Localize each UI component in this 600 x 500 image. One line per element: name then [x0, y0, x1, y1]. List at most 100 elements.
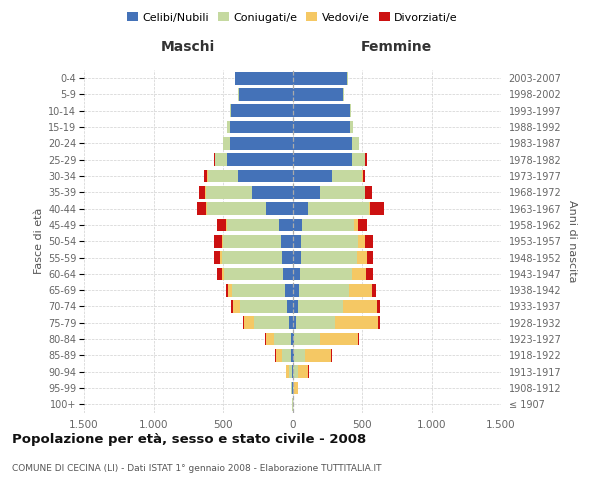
Bar	[235, 72, 293, 85]
Text: Femmine: Femmine	[361, 40, 433, 54]
Bar	[214, 251, 220, 264]
Bar	[230, 137, 293, 150]
Bar	[217, 218, 226, 232]
Bar	[378, 316, 380, 329]
Bar	[286, 366, 289, 378]
Bar	[293, 235, 301, 248]
Bar	[350, 120, 353, 134]
Legend: Celibi/Nubili, Coniugati/e, Vedovi/e, Divorziati/e: Celibi/Nubili, Coniugati/e, Vedovi/e, Di…	[122, 8, 462, 27]
Bar	[227, 120, 230, 134]
Bar	[299, 284, 349, 296]
Bar	[293, 154, 352, 166]
Bar	[217, 268, 222, 280]
Bar	[358, 218, 367, 232]
Bar	[301, 235, 358, 248]
Bar	[207, 202, 266, 215]
Bar	[292, 349, 293, 362]
Bar	[224, 268, 283, 280]
Bar	[266, 332, 274, 345]
Bar	[206, 186, 252, 198]
Bar	[289, 366, 292, 378]
Bar	[239, 88, 293, 101]
Bar	[293, 332, 294, 345]
Bar	[298, 366, 308, 378]
Bar	[300, 268, 352, 280]
Bar	[214, 235, 222, 248]
Bar	[293, 104, 350, 117]
Bar	[239, 300, 287, 313]
Bar	[365, 235, 373, 248]
Bar	[231, 300, 233, 313]
Bar	[230, 120, 293, 134]
Bar	[228, 284, 232, 296]
Bar	[293, 349, 294, 362]
Y-axis label: Anni di nascita: Anni di nascita	[567, 200, 577, 282]
Bar	[349, 284, 372, 296]
Bar	[362, 170, 365, 182]
Bar	[285, 284, 293, 296]
Bar	[223, 235, 281, 248]
Bar	[366, 268, 373, 280]
Bar	[226, 284, 228, 296]
Bar	[215, 154, 227, 166]
Bar	[308, 202, 369, 215]
Bar	[227, 218, 279, 232]
Bar	[226, 218, 227, 232]
Bar	[293, 137, 352, 150]
Bar	[274, 332, 291, 345]
Bar	[238, 170, 293, 182]
Bar	[287, 300, 293, 313]
Bar	[350, 104, 351, 117]
Bar	[265, 332, 266, 345]
Bar	[254, 316, 289, 329]
Bar	[293, 268, 300, 280]
Bar	[301, 251, 357, 264]
Bar	[293, 251, 301, 264]
Bar	[232, 284, 285, 296]
Bar	[283, 349, 292, 362]
Bar	[275, 349, 283, 362]
Bar	[365, 186, 372, 198]
Bar	[222, 268, 224, 280]
Bar	[305, 349, 331, 362]
Bar	[369, 202, 370, 215]
Bar	[291, 332, 293, 345]
Bar	[354, 218, 358, 232]
Text: Maschi: Maschi	[161, 40, 215, 54]
Bar	[197, 202, 206, 215]
Bar	[352, 154, 365, 166]
Bar	[293, 170, 332, 182]
Bar	[294, 349, 305, 362]
Bar	[358, 235, 365, 248]
Bar	[266, 202, 293, 215]
Bar	[293, 186, 320, 198]
Bar	[252, 186, 293, 198]
Bar	[279, 218, 293, 232]
Bar	[293, 366, 298, 378]
Bar	[293, 284, 299, 296]
Bar	[203, 170, 208, 182]
Bar	[372, 284, 376, 296]
Bar	[293, 218, 302, 232]
Bar	[293, 88, 343, 101]
Bar	[358, 332, 359, 345]
Bar	[293, 382, 294, 394]
Bar	[293, 316, 296, 329]
Bar	[293, 202, 308, 215]
Bar	[293, 72, 347, 85]
Bar	[199, 186, 205, 198]
Bar	[283, 268, 293, 280]
Bar	[293, 120, 350, 134]
Bar	[281, 235, 293, 248]
Text: Popolazione per età, sesso e stato civile - 2008: Popolazione per età, sesso e stato civil…	[12, 432, 366, 446]
Bar	[222, 235, 223, 248]
Bar	[291, 382, 292, 394]
Bar	[243, 316, 244, 329]
Bar	[370, 202, 383, 215]
Bar	[367, 251, 373, 264]
Bar	[223, 137, 230, 150]
Bar	[294, 382, 298, 394]
Bar	[294, 332, 320, 345]
Bar	[352, 137, 359, 150]
Y-axis label: Fasce di età: Fasce di età	[34, 208, 44, 274]
